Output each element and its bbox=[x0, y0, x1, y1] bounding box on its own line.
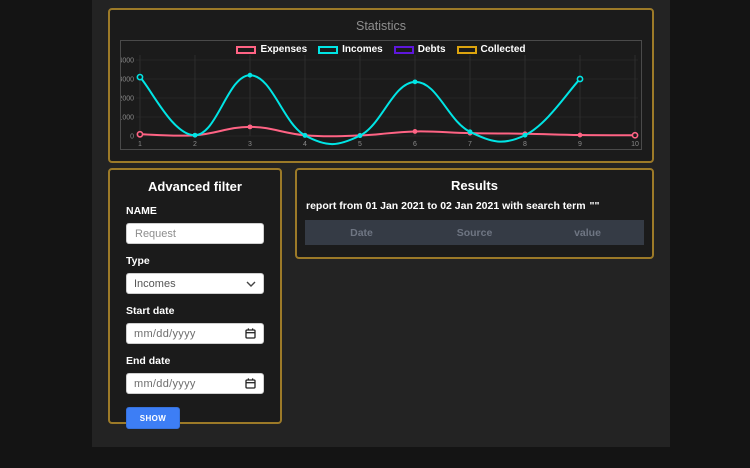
legend-item-expenses[interactable]: Expenses bbox=[236, 44, 307, 55]
name-input[interactable] bbox=[126, 223, 264, 244]
type-label: Type bbox=[126, 255, 150, 267]
results-panel: Results report from 01 Jan 2021 to 02 Ja… bbox=[295, 168, 654, 259]
name-label: NAME bbox=[126, 205, 157, 217]
legend-swatch-icon bbox=[318, 45, 339, 54]
svg-text:0: 0 bbox=[130, 133, 134, 140]
column-header-source: Source bbox=[456, 226, 493, 239]
results-title: Results bbox=[451, 178, 498, 193]
svg-text:7: 7 bbox=[468, 141, 472, 148]
start-date-label: Start date bbox=[126, 305, 175, 317]
start-date-input[interactable]: mm/dd/yyyy bbox=[126, 323, 264, 344]
results-table-header: Date Source value bbox=[305, 220, 644, 245]
svg-text:9: 9 bbox=[578, 141, 582, 148]
line-chart[interactable]: 0 1000 2000 3000 4000 1 2 3 4 5 6 7 8 9 10 bbox=[121, 41, 641, 149]
svg-text:5: 5 bbox=[358, 141, 362, 148]
legend-label: Collected bbox=[480, 44, 526, 55]
lower-section: Advanced filter NAME Type Incomes Start … bbox=[108, 168, 654, 429]
advanced-filter-panel: Advanced filter NAME Type Incomes Start … bbox=[108, 168, 282, 429]
legend-swatch-icon bbox=[236, 45, 257, 54]
svg-text:4000: 4000 bbox=[121, 57, 134, 64]
svg-text:4: 4 bbox=[303, 141, 307, 148]
statistics-panel: Statistics Expenses Incomes Debts Collected… bbox=[108, 8, 654, 163]
chart-legend: Expenses Incomes Debts Collected bbox=[121, 44, 641, 55]
legend-item-debts[interactable]: Debts bbox=[393, 44, 446, 55]
svg-text:1: 1 bbox=[138, 141, 142, 148]
legend-swatch-icon bbox=[393, 45, 414, 54]
report-text: report from 01 Jan 2021 to 02 Jan 2021 w… bbox=[306, 200, 586, 212]
report-summary: report from 01 Jan 2021 to 02 Jan 2021 w… bbox=[305, 200, 644, 212]
svg-text:6: 6 bbox=[413, 141, 417, 148]
end-date-input[interactable]: mm/dd/yyyy bbox=[126, 373, 264, 394]
svg-text:10: 10 bbox=[631, 141, 639, 148]
svg-text:8: 8 bbox=[523, 141, 527, 148]
end-date-placeholder: mm/dd/yyyy bbox=[134, 377, 196, 390]
start-date-placeholder: mm/dd/yyyy bbox=[134, 327, 196, 340]
svg-text:1000: 1000 bbox=[121, 114, 134, 121]
legend-swatch-icon bbox=[456, 45, 477, 54]
svg-text:2: 2 bbox=[193, 141, 197, 148]
svg-text:3: 3 bbox=[248, 141, 252, 148]
chevron-down-icon bbox=[246, 281, 256, 287]
svg-text:3000: 3000 bbox=[121, 76, 134, 83]
legend-label: Incomes bbox=[342, 44, 383, 55]
legend-item-incomes[interactable]: Incomes bbox=[318, 44, 383, 55]
end-date-label: End date bbox=[126, 355, 171, 367]
column-header-date: Date bbox=[350, 226, 373, 239]
legend-label: Expenses bbox=[260, 44, 308, 55]
calendar-icon[interactable] bbox=[245, 378, 256, 389]
statistics-title: Statistics bbox=[355, 19, 406, 33]
svg-text:2000: 2000 bbox=[121, 95, 134, 102]
legend-item-collected[interactable]: Collected bbox=[456, 44, 526, 55]
column-header-value: value bbox=[574, 226, 601, 239]
content-wrapper: Statistics Expenses Incomes Debts Collected… bbox=[92, 0, 670, 447]
type-select-value: Incomes bbox=[134, 277, 176, 290]
search-term-quotes: "" bbox=[589, 200, 600, 212]
legend-label: Debts bbox=[417, 44, 446, 55]
chart-container: Expenses Incomes Debts Collected 0 1000 2000 3… bbox=[120, 40, 642, 150]
show-button[interactable]: SHOW bbox=[126, 407, 180, 429]
filter-title: Advanced filter bbox=[148, 179, 242, 194]
calendar-icon[interactable] bbox=[245, 328, 256, 339]
type-select[interactable]: Incomes bbox=[126, 273, 264, 294]
